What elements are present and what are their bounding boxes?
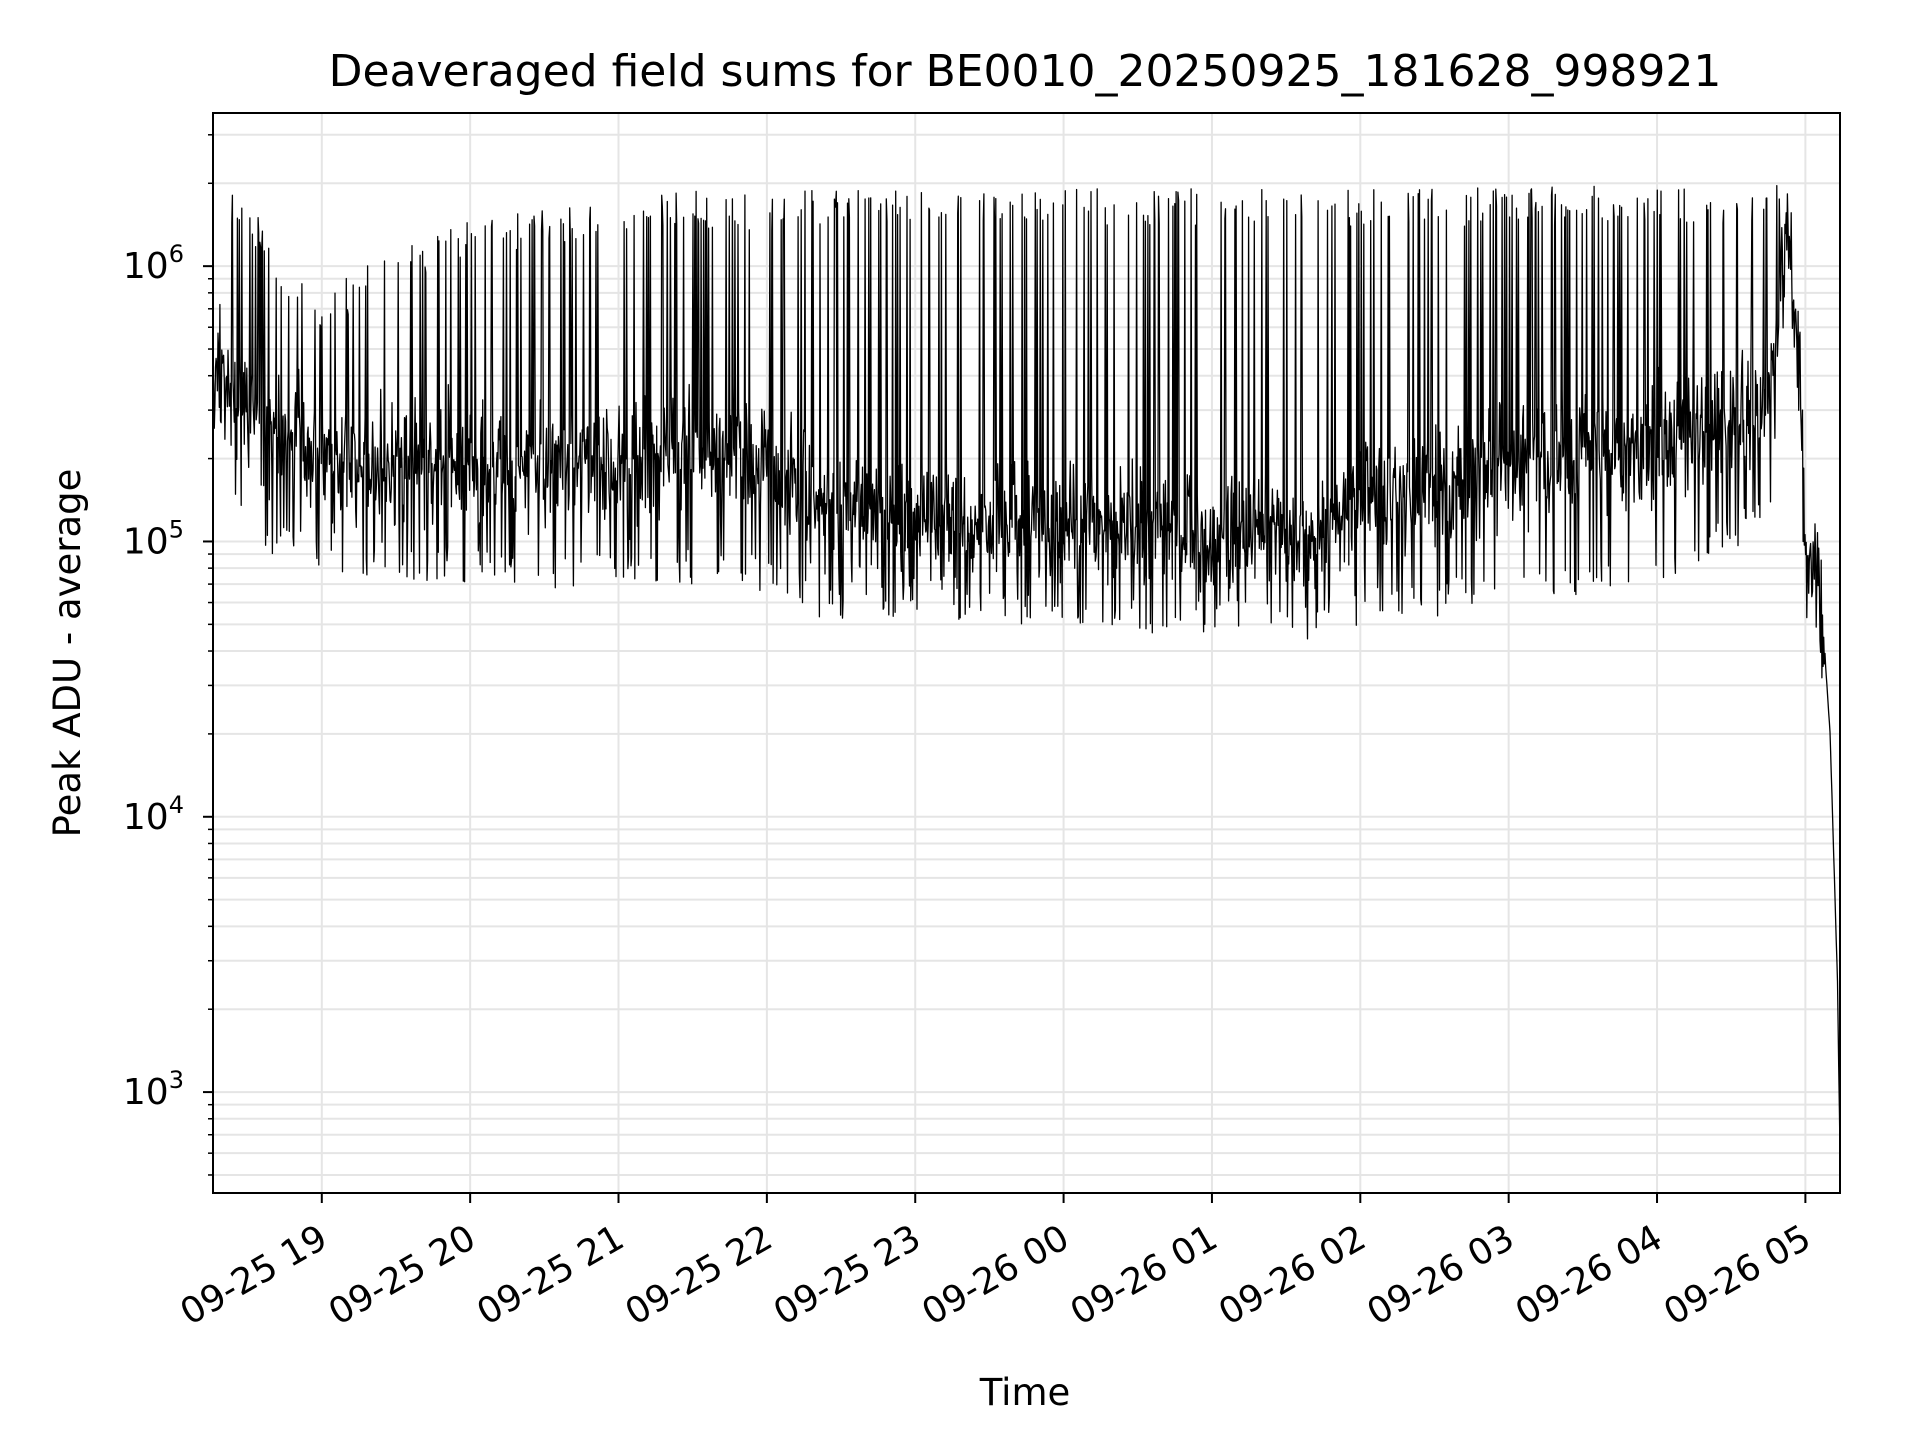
axis-ticks xyxy=(203,134,1807,1203)
y-tick-label: 105 xyxy=(123,515,184,562)
y-tick-labels: 103 104 105 106 xyxy=(123,240,184,1113)
plot-area-frame xyxy=(212,112,1841,1194)
x-axis-label: Time xyxy=(979,1371,1071,1414)
series-layer xyxy=(212,185,1841,1154)
y-axis-label: Peak ADU - average xyxy=(46,469,89,838)
series-line xyxy=(212,185,1841,1154)
y-tick-label: 103 xyxy=(123,1066,184,1113)
chart-title: Deaveraged field sums for BE0010_2025092… xyxy=(329,46,1722,97)
y-tick-label: 106 xyxy=(123,240,184,287)
y-tick-label: 104 xyxy=(123,791,184,838)
